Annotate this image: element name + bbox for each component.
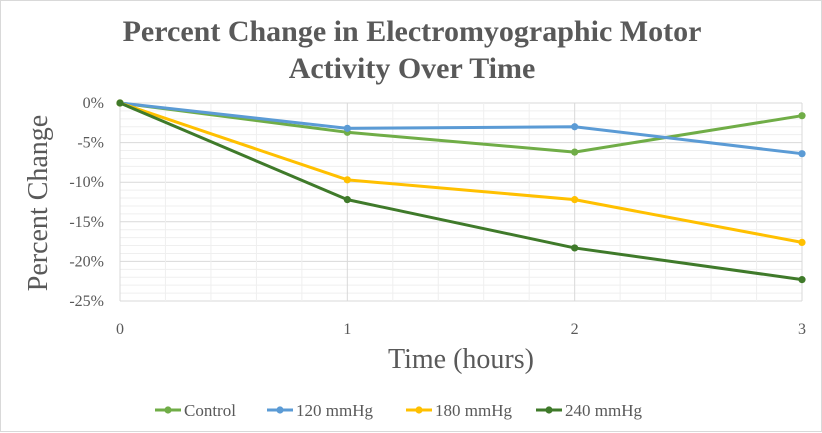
series-line-240-mmhg bbox=[118, 101, 804, 282]
series-line-180-mmhg bbox=[118, 101, 804, 244]
legend-label: Control bbox=[184, 401, 236, 420]
chart-title-line-2: Activity Over Time bbox=[289, 52, 536, 85]
legend-item-180-mmhg: 180 mmHg bbox=[406, 401, 512, 420]
x-axis-title: Time (hours) bbox=[388, 344, 534, 375]
data-point-240-mmhg bbox=[343, 196, 351, 204]
data-point-120-mmhg bbox=[343, 124, 351, 132]
y-tick-label: -10% bbox=[69, 174, 104, 191]
y-tick-label: -15% bbox=[69, 214, 104, 231]
series-line-120-mmhg bbox=[118, 101, 804, 156]
legend-item-240-mmhg: 240 mmHg bbox=[536, 401, 642, 420]
legend-swatch-marker bbox=[545, 406, 553, 414]
data-point-120-mmhg bbox=[571, 123, 579, 131]
data-point-180-mmhg bbox=[571, 196, 579, 204]
data-point-240-mmhg bbox=[798, 276, 806, 284]
x-tick-label: 2 bbox=[571, 321, 579, 338]
x-tick-label: 1 bbox=[343, 321, 351, 338]
y-tick-label: -20% bbox=[69, 253, 104, 270]
series-layer bbox=[116, 99, 806, 284]
legend-label: 120 mmHg bbox=[296, 401, 373, 420]
y-tick-label: -5% bbox=[77, 135, 104, 152]
data-point-180-mmhg bbox=[798, 238, 806, 246]
legend-label: 240 mmHg bbox=[565, 401, 642, 420]
x-tick-label: 3 bbox=[798, 321, 806, 338]
legend: Control 120 mmHg 180 mmHg 240 mmHg bbox=[155, 401, 642, 420]
legend-swatch-marker bbox=[164, 406, 172, 414]
data-point-240-mmhg bbox=[571, 244, 579, 252]
legend-swatch-marker bbox=[276, 406, 284, 414]
chart-title-line-1: Percent Change in Electromyographic Moto… bbox=[123, 15, 702, 48]
y-axis-title: Percent Change bbox=[23, 115, 54, 292]
data-point-240-mmhg bbox=[116, 99, 124, 107]
data-point-120-mmhg bbox=[798, 150, 806, 158]
data-point-control bbox=[798, 112, 806, 120]
series-120-mmhg bbox=[116, 99, 806, 158]
x-tick-layer: 0 1 2 3 bbox=[116, 321, 806, 338]
y-tick-layer: 0% -5% -10% -15% -20% -25% bbox=[69, 95, 104, 310]
x-tick-label: 0 bbox=[116, 321, 124, 338]
legend-item-control: Control bbox=[155, 401, 236, 420]
series-240-mmhg bbox=[116, 99, 806, 284]
legend-item-120-mmhg: 120 mmHg bbox=[267, 401, 373, 420]
legend-swatch-marker bbox=[415, 406, 423, 414]
legend-label: 180 mmHg bbox=[435, 401, 512, 420]
data-point-180-mmhg bbox=[343, 176, 351, 184]
y-tick-label: 0% bbox=[83, 95, 104, 112]
series-line-control bbox=[118, 101, 804, 154]
data-point-control bbox=[571, 148, 579, 156]
y-tick-label: -25% bbox=[69, 293, 104, 310]
